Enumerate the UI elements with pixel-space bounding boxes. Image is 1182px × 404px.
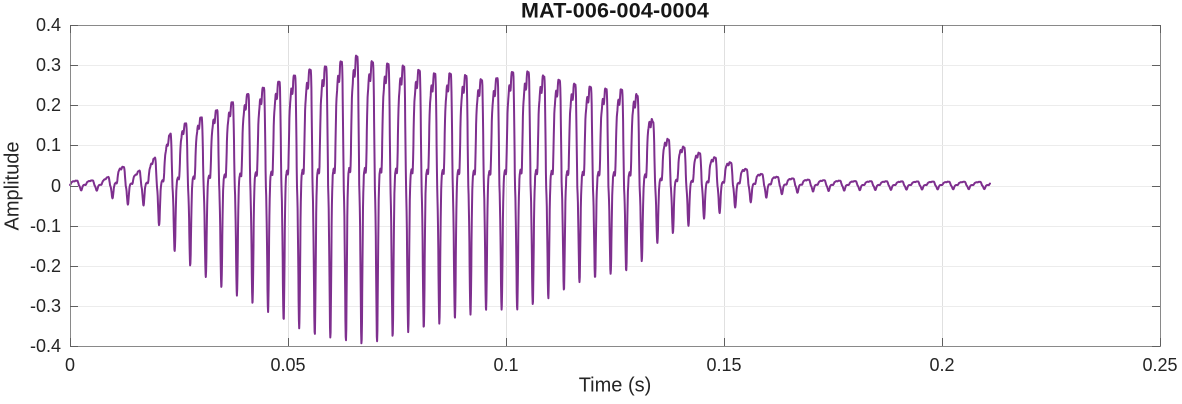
- x-tick-label: 0.25: [1142, 355, 1178, 375]
- y-tick-label: 0.1: [35, 135, 61, 156]
- y-tick-label: 0.2: [35, 95, 61, 116]
- x-tick-label: 0.15: [706, 355, 742, 375]
- y-tick-label: -0.1: [29, 215, 61, 236]
- y-tick-label: 0.3: [35, 55, 61, 76]
- y-tick-label: -0.3: [29, 295, 61, 316]
- tick-marks: [70, 25, 1161, 347]
- y-tick-label: -0.2: [29, 255, 61, 276]
- waveform-line: [69, 54, 991, 345]
- y-tick-label: 0: [50, 175, 61, 196]
- x-tick-label: 0.2: [929, 355, 955, 375]
- y-tick-label: 0.4: [35, 15, 61, 35]
- x-tick-label: 0.05: [270, 355, 306, 375]
- x-tick-label: 0: [64, 355, 76, 375]
- chart-title: MAT-006-004-0004: [520, 0, 710, 23]
- x-tick-label: 0.1: [493, 355, 519, 375]
- gridlines: [70, 25, 1160, 346]
- y-tick-label: -0.4: [29, 336, 61, 356]
- x-axis-label: Time (s): [578, 374, 652, 397]
